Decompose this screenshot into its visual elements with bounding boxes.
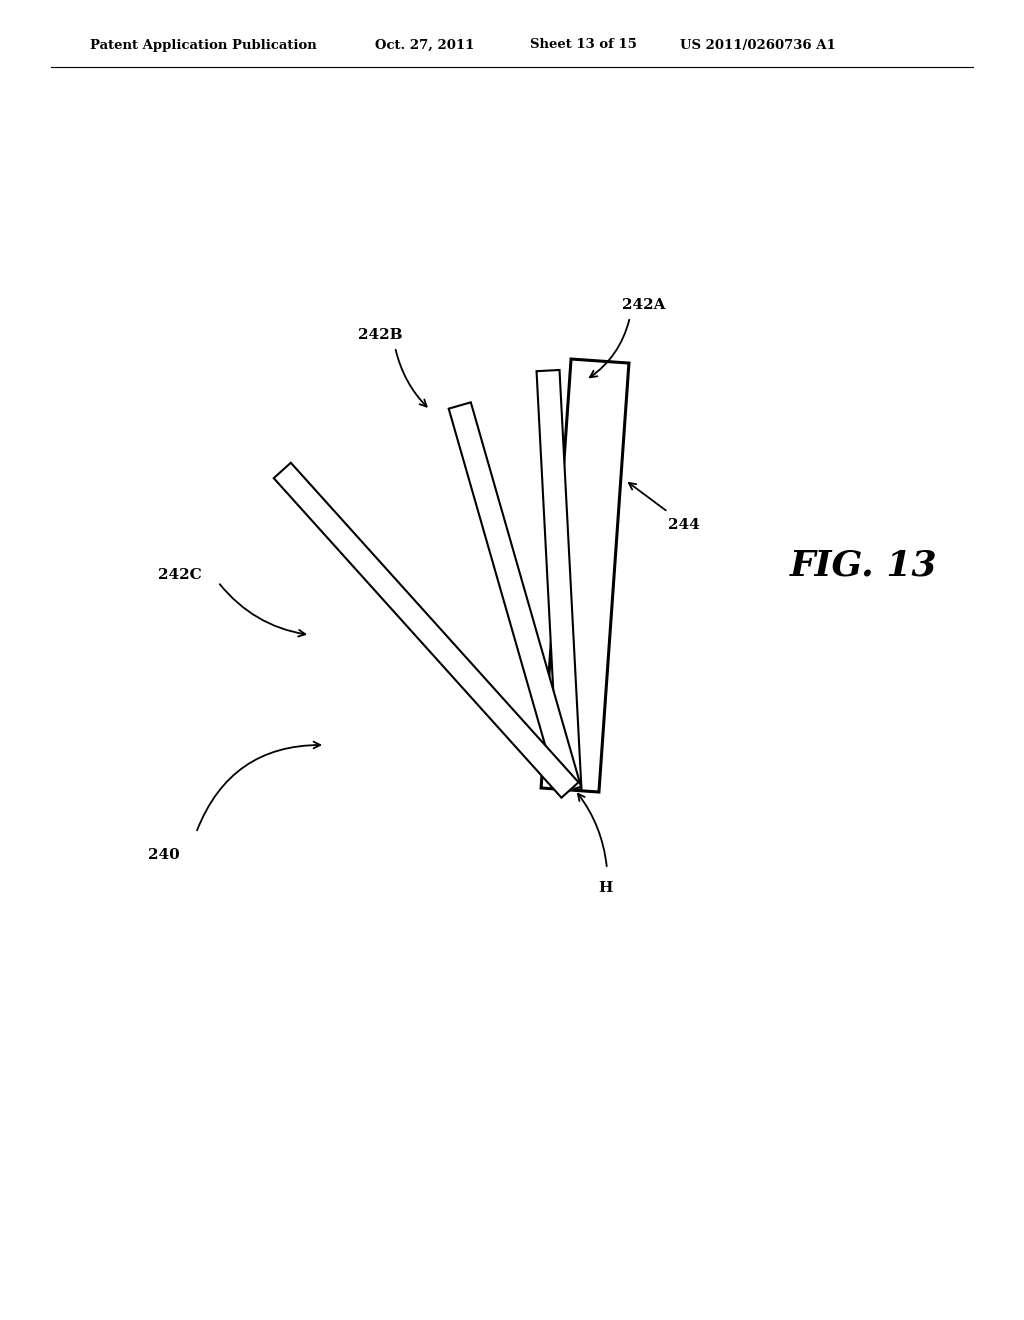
Text: 244: 244 <box>668 517 699 532</box>
Text: H: H <box>598 880 612 895</box>
Text: Patent Application Publication: Patent Application Publication <box>90 38 316 51</box>
Text: Oct. 27, 2011: Oct. 27, 2011 <box>375 38 474 51</box>
Text: 242A: 242A <box>622 298 666 312</box>
Text: 240: 240 <box>148 847 180 862</box>
Text: 242C: 242C <box>158 568 202 582</box>
Text: Sheet 13 of 15: Sheet 13 of 15 <box>530 38 637 51</box>
Polygon shape <box>273 463 579 797</box>
Polygon shape <box>449 403 581 793</box>
Polygon shape <box>537 370 582 791</box>
Text: 242B: 242B <box>358 327 402 342</box>
Text: FIG. 13: FIG. 13 <box>790 548 938 582</box>
Polygon shape <box>541 359 629 792</box>
Text: US 2011/0260736 A1: US 2011/0260736 A1 <box>680 38 836 51</box>
